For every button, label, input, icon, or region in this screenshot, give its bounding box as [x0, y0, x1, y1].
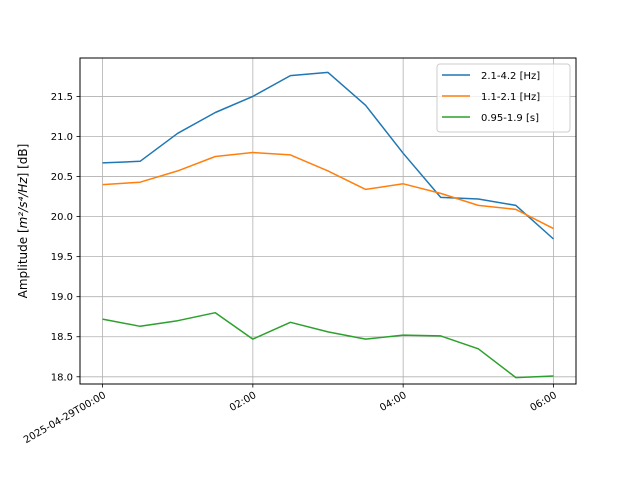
y-axis-label-math: m²/s⁴/Hz [16, 177, 30, 229]
legend: 2.1-4.2 [Hz] 1.1-2.1 [Hz] 0.95-1.9 [s] [436, 63, 571, 133]
y-axis-label-unit: ] [dB] [16, 144, 30, 178]
y-tick-label: 19.5 [51, 252, 73, 263]
x-tick-label: 02:00 [228, 390, 258, 414]
y-tick-label: 20.5 [51, 172, 73, 183]
y-axis-label-main: Amplitude [ [16, 228, 30, 298]
legend-box [436, 63, 571, 133]
x-axis-ticks: 2025-04-29T00:00 02:00 04:00 06:00 [22, 384, 559, 446]
y-tick-label: 20.0 [51, 212, 73, 223]
legend-label-2: 1.1-2.1 [Hz] [481, 92, 540, 103]
series-line-1 [102, 71, 554, 240]
y-tick-label: 18.5 [51, 332, 73, 343]
y-axis-label: Amplitude [m²/s⁴/Hz] [dB] [16, 144, 30, 299]
y-tick-label: 21.5 [51, 92, 73, 103]
plot-frame [79, 57, 577, 385]
series-line-2 [102, 151, 554, 230]
grid-lines [80, 58, 576, 384]
y-tick-label: 19.0 [51, 292, 73, 303]
x-tick-label: 2025-04-29T00:00 [22, 390, 108, 446]
x-tick-label: 04:00 [378, 390, 408, 414]
x-tick-label: 06:00 [528, 390, 558, 414]
y-tick-label: 21.0 [51, 132, 73, 143]
y-tick-label: 18.0 [51, 372, 73, 383]
legend-label-3: 0.95-1.9 [s] [481, 113, 539, 124]
series-lines [102, 71, 554, 379]
y-axis-ticks: 18.0 18.5 19.0 19.5 20.0 20.5 21.0 21.5 [51, 92, 80, 383]
legend-label-1: 2.1-4.2 [Hz] [481, 71, 540, 82]
series-line-3 [102, 311, 554, 379]
